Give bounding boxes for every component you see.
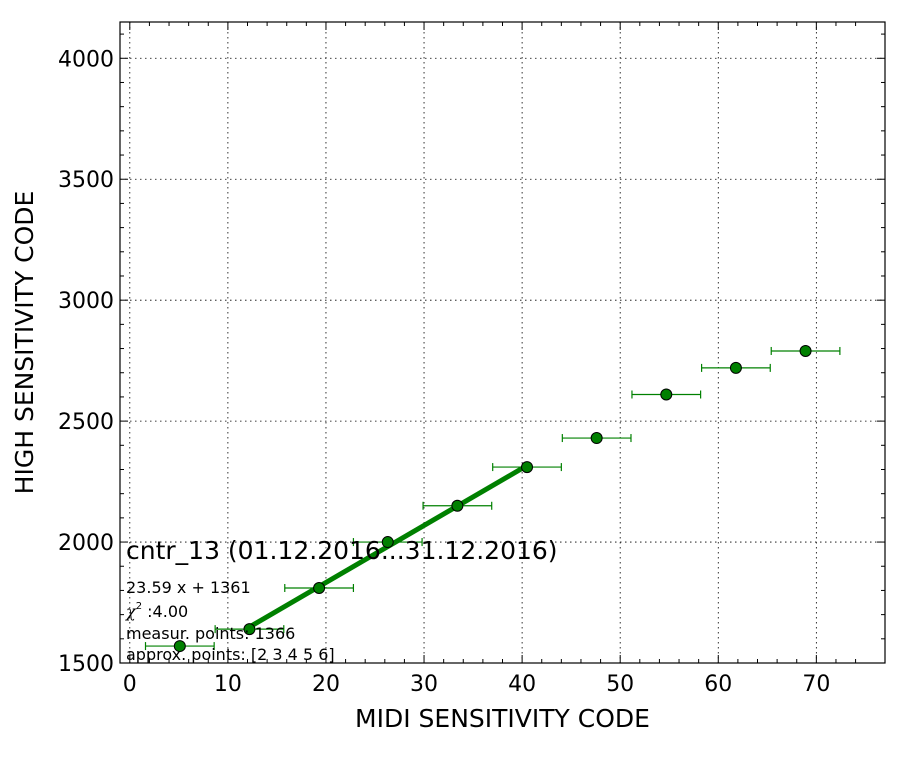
data-point [660,388,673,401]
data-points [173,344,812,653]
x-tick-label: 30 [410,672,438,697]
x-tick-label: 20 [312,672,340,697]
data-point [590,432,603,445]
chi-symbol: χ [125,602,137,621]
annotation-measur-points: measur. points: 1366 [126,624,295,643]
gridlines [120,22,885,664]
y-tick-label: 1500 [58,652,114,677]
annotation-approx-points: approx. points: [2 3 4 5 6] [126,645,335,664]
x-axis-title: MIDI SENSITIVITY CODE [355,704,650,733]
data-point [451,499,464,512]
data-point [173,640,186,653]
tick-labels: 0 10 20 30 40 50 60 70 1500 2000 2500 3000 3500 4000 [58,47,830,697]
data-point [521,461,534,474]
data-point [799,344,812,357]
annotation-equation: 23.59 x + 1361 [126,578,251,597]
x-tick-label: 40 [508,672,536,697]
error-bars [144,346,841,651]
annotation-title: cntr_13 (01.12.2016...31.12.2016) [126,536,558,565]
plot-frame [119,21,886,664]
x-tick-label: 50 [606,672,634,697]
x-tick-label: 70 [802,672,830,697]
y-tick-label: 3000 [58,289,114,314]
x-tick-label: 60 [704,672,732,697]
data-point [243,623,256,636]
y-tick-label: 4000 [58,47,114,72]
axis-ticks [120,22,885,664]
y-tick-label: 2500 [58,410,114,435]
y-axis-title: HIGH SENSITIVITY CODE [10,191,39,495]
annotation-chi: χ2 :4.00 [125,601,188,621]
chi-exponent: 2 [136,601,142,612]
x-tick-label: 0 [123,672,137,697]
data-point [313,582,326,595]
y-tick-label: 3500 [58,168,114,193]
y-tick-label: 2000 [58,531,114,556]
data-point [381,536,394,549]
x-tick-label: 10 [214,672,242,697]
chi-value: :4.00 [142,602,188,621]
data-point [729,361,742,374]
